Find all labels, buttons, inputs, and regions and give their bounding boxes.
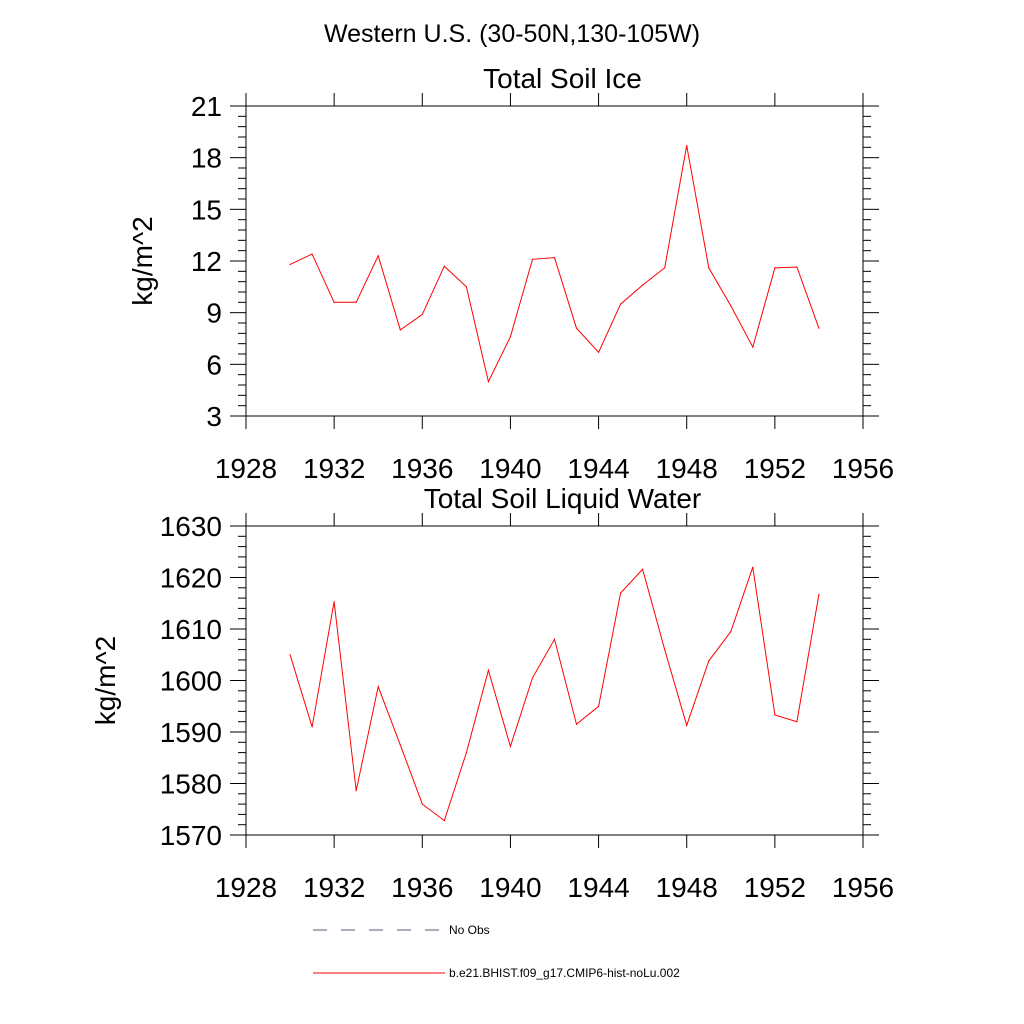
data-point bbox=[509, 745, 512, 748]
data-point bbox=[818, 327, 820, 329]
data-point bbox=[708, 267, 710, 269]
y-tick-label: 9 bbox=[206, 298, 222, 329]
x-tick-label: 1948 bbox=[656, 872, 718, 903]
data-point bbox=[686, 145, 688, 147]
data-point bbox=[752, 346, 754, 348]
x-tick-label: 1928 bbox=[215, 872, 277, 903]
data-point bbox=[487, 380, 489, 383]
x-tick-label: 1928 bbox=[215, 453, 277, 484]
data-point bbox=[289, 263, 291, 266]
data-point bbox=[553, 638, 556, 640]
x-tick-label: 1956 bbox=[832, 872, 894, 903]
plot-frame bbox=[245, 525, 864, 836]
data-point bbox=[311, 253, 313, 255]
x-tick-label: 1940 bbox=[479, 872, 541, 903]
y-tick-label: 1600 bbox=[160, 666, 222, 697]
data-point bbox=[818, 593, 820, 596]
data-point bbox=[597, 705, 600, 707]
data-point bbox=[575, 723, 578, 725]
y-tick-label: 1620 bbox=[160, 563, 222, 594]
data-point bbox=[531, 677, 534, 679]
plot-frame bbox=[245, 105, 864, 417]
x-tick-label: 1952 bbox=[744, 453, 806, 484]
data-point bbox=[355, 790, 357, 792]
x-tick-label: 1936 bbox=[391, 872, 453, 903]
data-point bbox=[421, 313, 423, 315]
data-point bbox=[377, 255, 379, 257]
panel-total-soil-ice: Total Soil Ice kg/m^2 3 6 9 12 15 18 21 1928 193… bbox=[127, 63, 894, 484]
data-point bbox=[289, 654, 291, 656]
data-point bbox=[774, 267, 776, 269]
data-point bbox=[465, 286, 467, 288]
y-tick-label: 1590 bbox=[160, 717, 222, 748]
data-point bbox=[333, 301, 335, 303]
data-point bbox=[597, 351, 600, 353]
y-tick-label: 15 bbox=[191, 194, 222, 225]
data-point bbox=[796, 721, 798, 723]
data-point bbox=[730, 630, 732, 633]
x-tick-label: 1936 bbox=[391, 453, 453, 484]
x-tick-label: 1948 bbox=[656, 453, 718, 484]
y-tick-label: 18 bbox=[191, 143, 222, 174]
panel-title: Total Soil Liquid Water bbox=[424, 483, 702, 514]
y-tick-label: 3 bbox=[206, 401, 222, 432]
data-point bbox=[443, 265, 445, 267]
data-point bbox=[642, 568, 644, 570]
data-point bbox=[575, 327, 578, 329]
data-point bbox=[686, 724, 688, 726]
data-point bbox=[311, 726, 313, 728]
data-point bbox=[465, 752, 467, 754]
series-line bbox=[289, 145, 820, 384]
data-point bbox=[399, 744, 401, 746]
x-tick-label: 1932 bbox=[303, 872, 365, 903]
y-tick-label: 1570 bbox=[160, 820, 222, 851]
data-point bbox=[774, 714, 776, 716]
data-point bbox=[642, 284, 644, 286]
x-tick-label: 1944 bbox=[567, 872, 629, 903]
data-point bbox=[708, 660, 710, 662]
figure-suptitle: Western U.S. (30-50N,130-105W) bbox=[324, 20, 700, 48]
data-point bbox=[664, 267, 666, 269]
y-axis-label: kg/m^2 bbox=[127, 216, 158, 305]
data-point bbox=[620, 303, 622, 305]
x-tick-label: 1956 bbox=[832, 453, 894, 484]
data-point bbox=[355, 301, 357, 303]
y-tick-label: 12 bbox=[191, 246, 222, 277]
y-tick-label: 1580 bbox=[160, 769, 222, 800]
panel-title: Total Soil Ice bbox=[483, 63, 642, 94]
legend-label-model-run: b.e21.BHIST.f09_g17.CMIP6-hist-noLu.002 bbox=[449, 966, 680, 980]
data-point bbox=[664, 649, 666, 651]
x-tick-label: 1952 bbox=[744, 872, 806, 903]
y-tick-label: 1610 bbox=[160, 614, 222, 645]
y-axis-label: kg/m^2 bbox=[90, 636, 121, 725]
data-point bbox=[509, 336, 512, 338]
y-tick-label: 1630 bbox=[160, 511, 222, 542]
data-point bbox=[399, 329, 401, 331]
data-point bbox=[531, 258, 534, 260]
data-point bbox=[487, 669, 489, 671]
data-point bbox=[421, 803, 423, 805]
series-line bbox=[289, 567, 820, 822]
legend: No Obs b.e21.BHIST.f09_g17.CMIP6-hist-no… bbox=[313, 923, 680, 980]
data-point bbox=[553, 256, 556, 259]
data-point bbox=[730, 305, 732, 307]
legend-label-no-obs: No Obs bbox=[449, 923, 490, 937]
x-tick-label: 1932 bbox=[303, 453, 365, 484]
y-tick-label: 21 bbox=[191, 91, 222, 122]
data-point bbox=[443, 819, 445, 822]
panel-total-soil-liquid-water: Total Soil Liquid Water kg/m^2 1570 1580 1… bbox=[90, 483, 894, 903]
data-point bbox=[377, 686, 379, 688]
x-tick-label: 1944 bbox=[567, 453, 629, 484]
data-point bbox=[752, 566, 754, 568]
x-tick-label: 1940 bbox=[479, 453, 541, 484]
data-point bbox=[333, 601, 335, 603]
data-point bbox=[796, 266, 798, 268]
data-point bbox=[620, 592, 622, 594]
y-tick-label: 6 bbox=[206, 349, 222, 380]
